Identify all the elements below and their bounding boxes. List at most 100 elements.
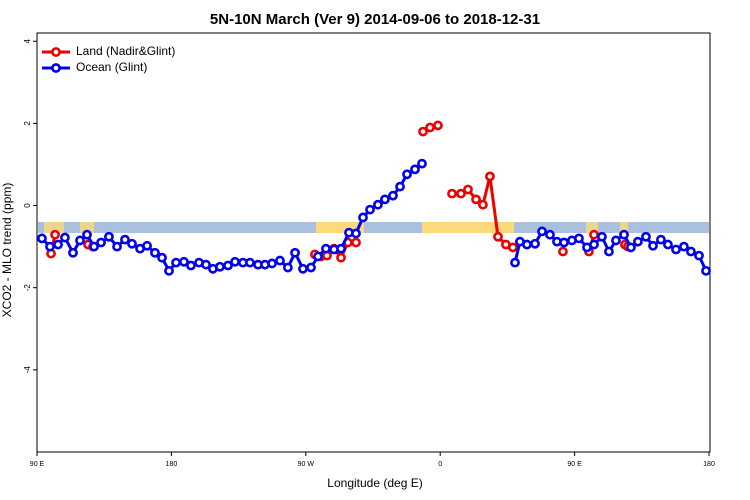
data-point (574, 233, 584, 244)
data-point (142, 240, 152, 251)
data-point (53, 239, 63, 250)
data-point (701, 265, 711, 276)
data-point (120, 234, 130, 245)
data-point (298, 263, 308, 274)
data-point (447, 188, 457, 199)
data-point (306, 262, 316, 273)
data-point (267, 258, 277, 269)
data-point (679, 241, 689, 252)
data-point (351, 237, 361, 248)
data-point (358, 212, 368, 223)
data-point (604, 246, 614, 257)
data-point (96, 237, 106, 248)
data-point (89, 241, 99, 252)
data-point (589, 229, 599, 240)
data-point (522, 239, 532, 250)
data-point (75, 235, 85, 246)
data-point (625, 242, 636, 253)
data-point (171, 257, 181, 268)
x-tick-label: 0 (438, 461, 442, 468)
y-tick-label: -4 (23, 366, 32, 374)
data-point (463, 184, 473, 195)
data-point (395, 181, 405, 192)
data-point (530, 238, 540, 249)
data-point (694, 250, 704, 261)
data-point (589, 239, 599, 250)
data-point (150, 247, 160, 258)
data-point (50, 229, 60, 240)
land-patch (586, 222, 598, 233)
data-point (410, 164, 420, 175)
land-patch (316, 222, 364, 233)
legend-marker (51, 63, 61, 73)
data-point (179, 256, 189, 267)
data-point (418, 126, 428, 137)
x-tick-label: 90 W (298, 461, 315, 468)
land-patch (422, 222, 514, 233)
y-axis-label: XCO2 - MLO trend (ppm) (0, 183, 14, 318)
legend-label: Ocean (Glint) (76, 60, 147, 74)
y-tick-label: 4 (23, 38, 32, 43)
data-point (290, 247, 300, 258)
data-point (82, 229, 92, 240)
data-point (164, 265, 174, 276)
data-point (648, 240, 658, 251)
data-point (545, 229, 555, 240)
data-point (45, 241, 55, 252)
y-tick-label: 2 (23, 121, 32, 126)
data-point (68, 247, 78, 258)
data-point (663, 239, 673, 250)
x-tick-label: 90 E (567, 461, 582, 468)
data-point (417, 158, 427, 169)
data-point (425, 122, 435, 133)
data-point (388, 190, 398, 201)
legend-marker (51, 47, 61, 57)
data-point (230, 256, 240, 267)
legend-label: Land (Nadir&Glint) (76, 44, 175, 58)
data-point (537, 226, 547, 237)
y-tick-label: -2 (23, 284, 32, 292)
data-point (456, 188, 466, 199)
data-point (104, 231, 114, 242)
data-point (510, 257, 520, 268)
data-point (402, 169, 412, 180)
data-point (380, 194, 390, 205)
data-point (558, 246, 568, 257)
data-point (313, 251, 323, 262)
x-tick-label: 180 (703, 461, 715, 468)
data-point (321, 243, 331, 254)
land-patch (80, 222, 94, 233)
data-point (641, 231, 651, 242)
data-point (245, 257, 255, 268)
data-point (275, 255, 285, 266)
data-point (223, 260, 233, 271)
data-point (365, 204, 375, 215)
data-point (127, 238, 137, 249)
data-point (656, 234, 666, 245)
data-point (186, 260, 196, 271)
data-point (471, 194, 481, 205)
data-point (373, 199, 383, 210)
plot-frame (36, 32, 711, 453)
data-point (157, 252, 167, 263)
data-point (508, 242, 518, 253)
data-point (686, 246, 696, 257)
data-point (478, 199, 488, 210)
data-point (336, 252, 346, 263)
x-tick-label: 90 E (30, 461, 45, 468)
land-patch (620, 222, 628, 233)
data-point (611, 235, 621, 246)
chart-title: 5N-10N March (Ver 9) 2014-09-06 to 2018-… (210, 11, 540, 28)
series-line (49, 123, 629, 261)
data-point (201, 259, 211, 270)
data-point (597, 231, 607, 242)
data-point (619, 229, 629, 240)
data-point (60, 232, 70, 243)
map-strip (38, 222, 709, 233)
data-point (493, 231, 503, 242)
data-point (112, 241, 122, 252)
y-tick-label: 0 (23, 203, 32, 208)
data-point (671, 244, 681, 255)
data-point (433, 120, 443, 131)
